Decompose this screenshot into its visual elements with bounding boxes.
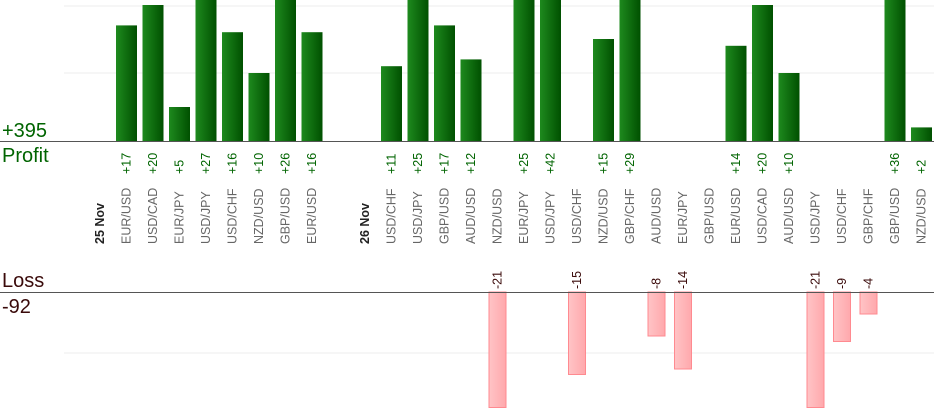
profit-bar [195, 0, 217, 141]
loss-value-label: -14 [676, 271, 690, 289]
profit-value-label: +17 [438, 153, 452, 174]
category-label: USD/JPY [199, 191, 213, 244]
profit-value-label: +26 [279, 153, 293, 174]
axes [0, 141, 934, 293]
date-label: 26 Nov [358, 203, 372, 244]
category-label: EUR/USD [305, 188, 319, 244]
profit-bar [619, 0, 641, 141]
category-label: USD/CAD [146, 188, 160, 244]
category-label: EUR/USD [729, 188, 743, 244]
category-label: GBP/USD [438, 188, 452, 244]
profit-bar [540, 0, 561, 141]
profit-value-label: +10 [782, 153, 796, 174]
profit-value-label: +15 [597, 153, 611, 174]
loss-value-label: -4 [862, 278, 876, 289]
category-label: USD/JPY [809, 191, 823, 244]
profit-bar [884, 0, 906, 141]
category-label: USD/CHF [835, 188, 849, 244]
loss-bar [647, 291, 666, 337]
category-label: GBP/CHF [623, 188, 637, 244]
category-label: AUD/USD [782, 188, 796, 244]
category-label: NZD/USD [252, 188, 266, 244]
category-label: NZD/USD [915, 188, 929, 244]
loss-total: -92 [2, 296, 31, 318]
category-label: AUD/USD [464, 188, 478, 244]
category-label: NZD/USD [597, 188, 611, 244]
loss-value-label: -21 [491, 271, 505, 289]
category-label: EUR/JPY [173, 191, 187, 244]
category-label: GBP/USD [888, 188, 902, 244]
profit-value-label: +42 [544, 153, 558, 174]
profit-bar [275, 0, 296, 141]
profit-bar [142, 5, 164, 141]
profit-value-label: +20 [756, 153, 770, 174]
profit-value-label: +16 [305, 153, 319, 174]
profit-total: +395 [2, 120, 48, 142]
profit-value-label: +2 [915, 160, 929, 174]
profit-value-label: +12 [464, 153, 478, 174]
category-label: GBP/USD [703, 188, 717, 244]
profit-bar [778, 73, 800, 141]
date-label: 25 Nov [93, 203, 107, 244]
profit-value-label: +11 [385, 154, 399, 174]
loss-bar [488, 291, 507, 408]
profit-bar [222, 32, 243, 142]
category-label: EUR/USD [120, 188, 134, 244]
category-label: GBP/USD [279, 188, 293, 244]
profit-bar [911, 127, 932, 141]
category-label: EUR/JPY [676, 191, 690, 244]
profit-value-label: +10 [252, 153, 266, 174]
category-label: USD/CAD [756, 188, 770, 244]
category-label: USD/CHF [385, 188, 399, 244]
profit-bar [593, 39, 614, 141]
profit-bar [725, 45, 747, 141]
profit-value-label: +5 [173, 160, 187, 174]
loss-bar [859, 291, 878, 315]
profit-bar [407, 0, 429, 141]
loss-value-label: -15 [570, 271, 584, 289]
profit-value-label: +27 [199, 153, 213, 174]
profit-value-label: +25 [411, 153, 425, 174]
profit-value-label: +14 [729, 153, 743, 174]
profit-bar [513, 0, 535, 141]
loss-bar [568, 291, 586, 375]
category-label: EUR/JPY [517, 191, 531, 244]
profit-value-label: +36 [888, 153, 902, 174]
category-label: GBP/CHF [862, 188, 876, 244]
profit-label: Profit [2, 145, 49, 167]
profit-value-label: +25 [517, 153, 531, 174]
loss-label: Loss [2, 270, 45, 292]
category-label: AUD/USD [650, 188, 664, 244]
loss-value-label: -9 [835, 278, 849, 289]
profit-value-label: +16 [226, 153, 240, 174]
bars [116, 0, 932, 408]
category-label: USD/JPY [411, 191, 425, 244]
category-label: USD/CHF [570, 188, 584, 244]
profit-bar [116, 25, 137, 141]
loss-bar [674, 291, 692, 370]
profit-value-label: +29 [623, 153, 637, 174]
category-label: USD/JPY [544, 191, 558, 244]
profit-bar [248, 73, 270, 141]
profit-bar [169, 107, 190, 141]
labels: 25 Nov EUR/USD +17 USD/CAD +20 EUR/JPY +5 USD/J… [93, 153, 929, 289]
category-label: NZD/USD [491, 188, 505, 244]
loss-value-label: -21 [809, 271, 823, 289]
profit-bar [434, 25, 455, 141]
profit-bar [301, 32, 323, 142]
profit-bar [752, 5, 773, 141]
profit-bar [460, 59, 482, 141]
loss-value-label: -8 [650, 278, 664, 289]
profit-value-label: +17 [120, 153, 134, 174]
loss-bar [833, 291, 851, 342]
profit-bar [381, 66, 402, 141]
loss-bar [806, 291, 825, 408]
profit-value-label: +20 [146, 153, 160, 174]
category-label: USD/CHF [226, 188, 240, 244]
